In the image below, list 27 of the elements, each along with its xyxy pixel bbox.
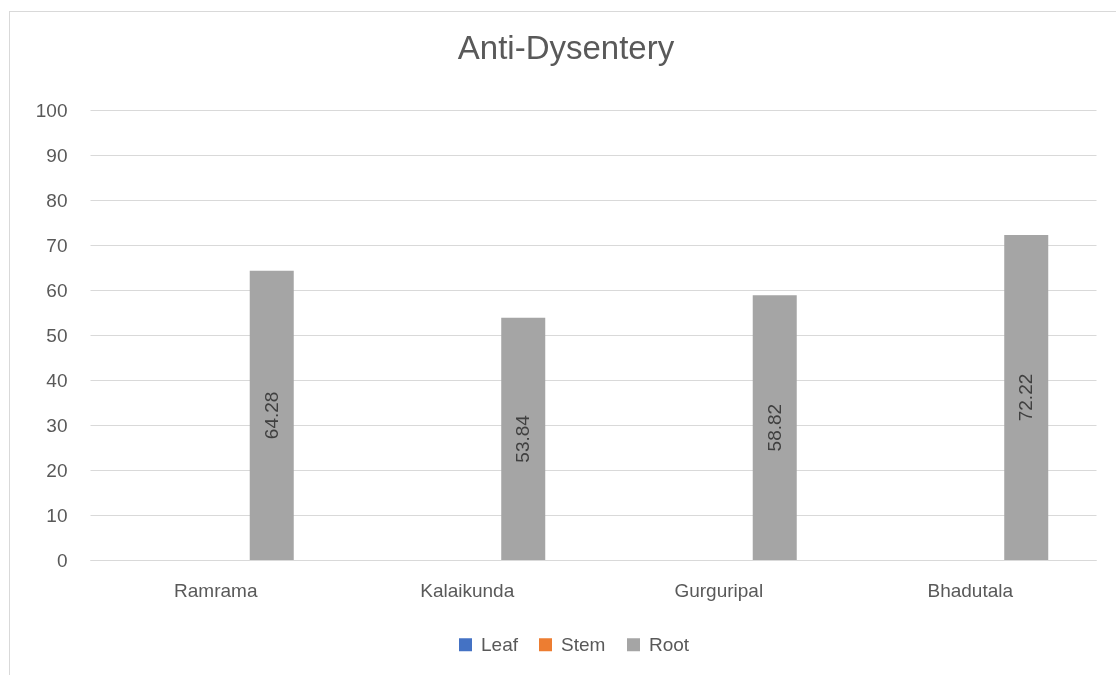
data-label: 64.28 (260, 391, 282, 440)
bar (752, 295, 797, 560)
y-tick-label: 90 (46, 144, 68, 166)
bar (501, 317, 546, 560)
bar (249, 270, 294, 560)
y-tick-label: 80 (46, 189, 68, 211)
x-tick-label: Bhadutala (927, 579, 1014, 601)
data-label: 72.22 (1015, 373, 1037, 422)
legend-label: Leaf (481, 633, 519, 655)
bar (1004, 235, 1049, 560)
legend-label: Root (649, 633, 690, 655)
chart-title: Anti-Dysentery (457, 29, 675, 66)
y-tick-label: 10 (46, 504, 68, 526)
data-label: 58.82 (763, 403, 785, 452)
x-tick-label: Gurguripal (674, 579, 764, 601)
y-tick-label: 50 (46, 324, 68, 346)
y-tick-label: 40 (46, 369, 68, 391)
y-tick-label: 20 (46, 459, 68, 481)
x-tick-label: Kalaikunda (420, 579, 515, 601)
y-tick-label: 60 (46, 279, 68, 301)
y-tick-label: 0 (56, 549, 68, 571)
y-tick-label: 100 (35, 99, 68, 121)
y-tick-label: 70 (46, 234, 68, 256)
data-label: 53.84 (512, 414, 534, 463)
legend-label: Stem (561, 633, 606, 655)
y-tick-label: 30 (46, 414, 68, 436)
x-tick-label: Ramrama (174, 579, 258, 601)
